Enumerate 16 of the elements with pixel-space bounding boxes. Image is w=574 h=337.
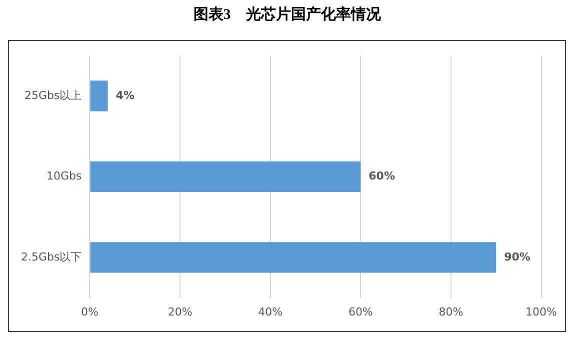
chart-title: 图表3 光芯片国产化率情况	[192, 5, 382, 25]
bar	[90, 80, 108, 112]
bar	[90, 242, 496, 273]
x-tick-label: 0%	[81, 305, 98, 318]
data-label: 60%	[368, 170, 395, 183]
data-label: 4%	[116, 88, 134, 102]
x-tick-label: 100%	[526, 305, 558, 318]
x-tick-label: 60%	[348, 305, 373, 318]
bar	[90, 161, 361, 192]
y-tick-label: 2.5Gbs以下	[20, 250, 82, 264]
data-label: 90%	[504, 250, 530, 264]
y-tick-label: 10Gbs	[46, 170, 82, 183]
x-tick-label: 40%	[258, 305, 283, 318]
x-tick-label: 20%	[168, 305, 192, 318]
y-tick-label: 25Gbs以上	[24, 88, 82, 102]
x-tick-label: 80%	[438, 305, 464, 318]
